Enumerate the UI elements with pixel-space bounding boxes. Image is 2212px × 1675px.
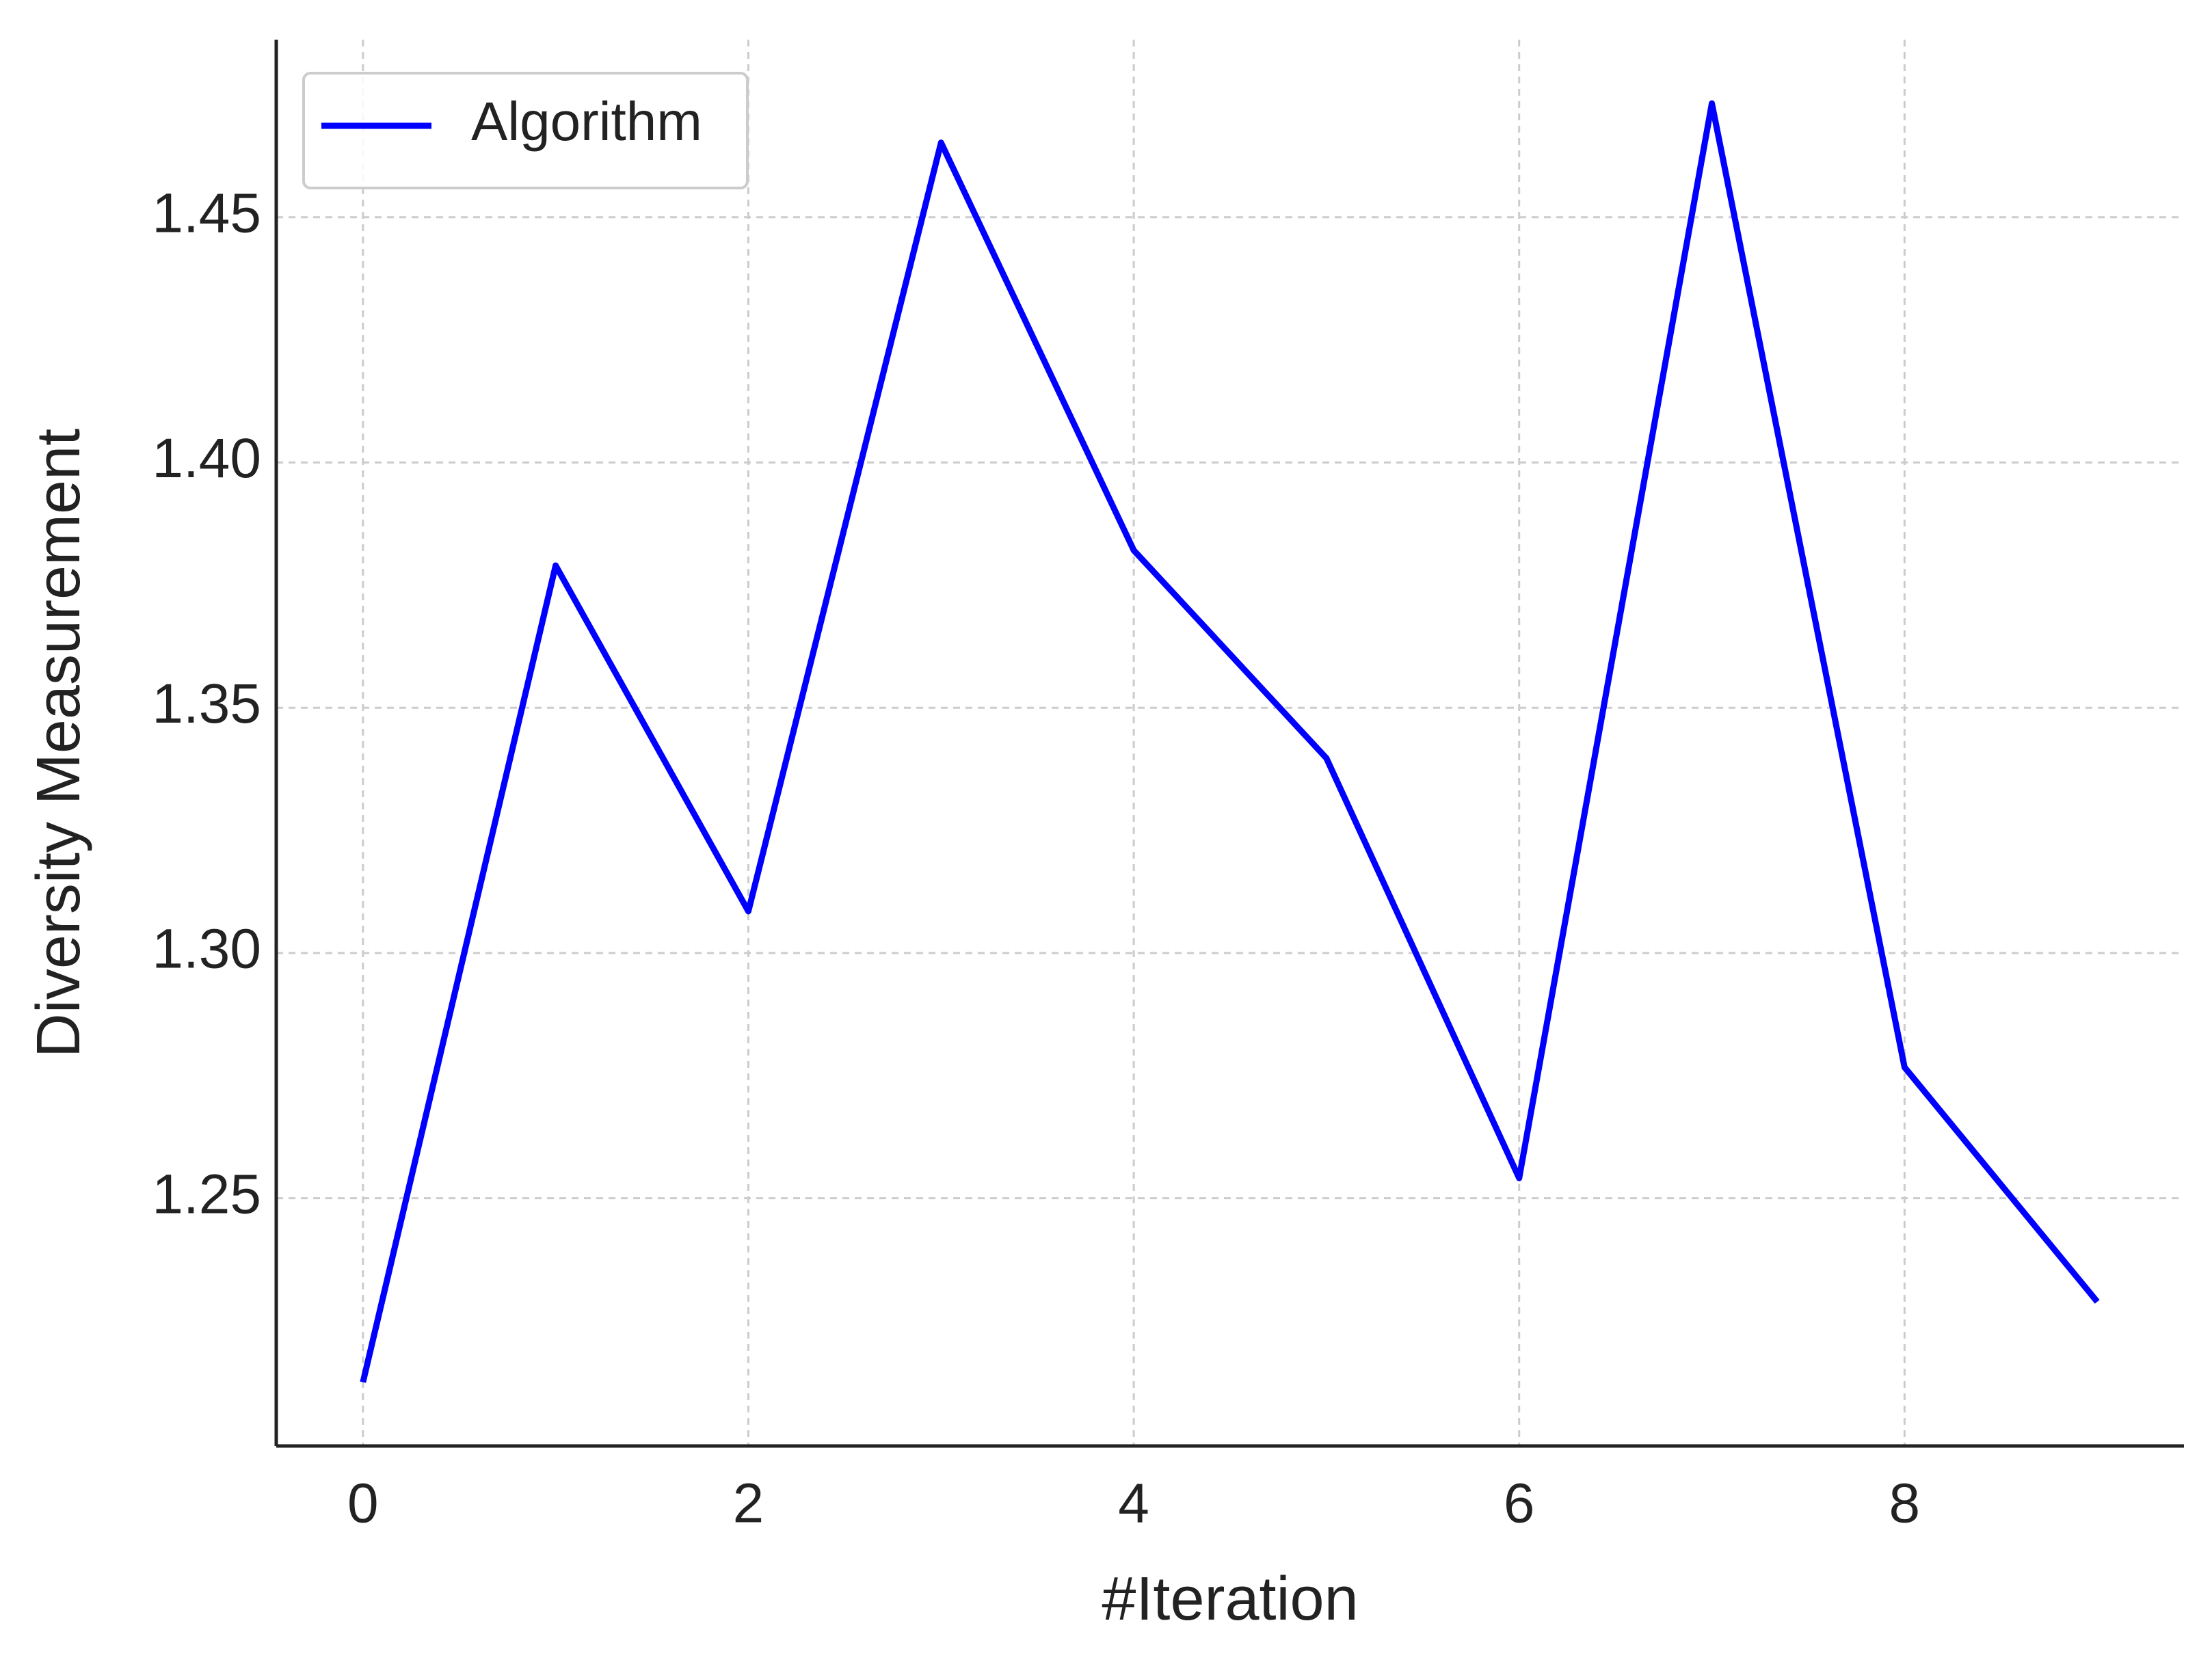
x-tick-label: 4: [1118, 1473, 1149, 1535]
x-axis-label: #Iteration: [1102, 1565, 1358, 1633]
x-tick-label: 0: [347, 1473, 379, 1535]
y-tick-label: 1.45: [152, 182, 261, 244]
legend-box: [302, 72, 749, 189]
x-tick-label: 2: [733, 1473, 764, 1535]
y-tick-label: 1.35: [152, 673, 261, 735]
x-tick-label: 6: [1504, 1473, 1535, 1535]
legend-label: Algorithm: [471, 91, 702, 152]
x-tick-label: 8: [1889, 1473, 1921, 1535]
y-axis-label: Diversity Measurement: [25, 429, 93, 1058]
y-tick-label: 1.30: [152, 918, 261, 980]
y-tick-label: 1.25: [152, 1163, 261, 1225]
y-tick-label: 1.40: [152, 427, 261, 490]
line-series: [360, 100, 2100, 1383]
